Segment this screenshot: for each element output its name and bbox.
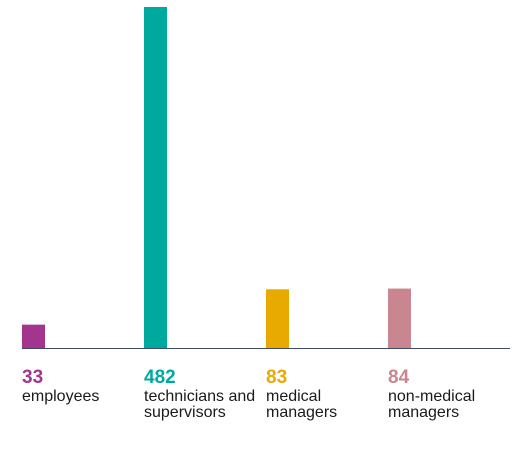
category-label: employees (22, 388, 100, 405)
value-label: 83 (266, 367, 288, 388)
bar (388, 288, 411, 348)
bar-label: 83 medical managers (266, 367, 384, 421)
category-label: technicians and supervisors (144, 388, 256, 421)
value-label: 482 (144, 367, 176, 388)
value-label: 84 (388, 367, 410, 388)
category-label: medical managers (266, 388, 338, 421)
bar-label: 33 employees (22, 367, 140, 405)
bar (266, 289, 289, 348)
category-label: non-medical managers (388, 388, 476, 421)
bar-label: 84 non-medical managers (388, 367, 506, 421)
value-label: 33 (22, 367, 44, 388)
bar-label: 482 technicians and supervisors (144, 367, 262, 421)
bar (144, 7, 167, 348)
bar (22, 324, 45, 348)
